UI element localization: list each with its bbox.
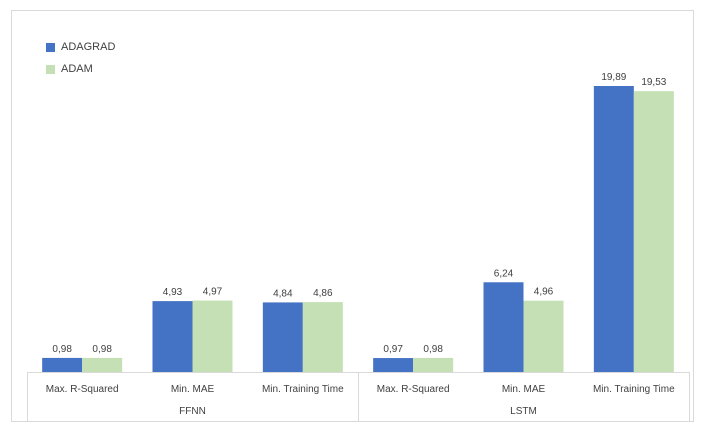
data-label-adam-5: 19,53 — [641, 77, 666, 88]
data-label-adagrad-1: 4,93 — [163, 287, 183, 298]
legend-item-adam: ADAM — [46, 62, 115, 76]
bars-layer: 0,98 0,98 4,93 4,97 4,84 4,86 0,97 0,98 6,24 4,96… — [42, 72, 674, 373]
legend-label-adagrad: ADAGRAD — [61, 41, 116, 53]
bar-adagrad-2 — [262, 302, 303, 372]
chart-border — [11, 10, 694, 422]
legend-swatch-adagrad — [46, 42, 55, 52]
data-label-adagrad-4: 6,24 — [494, 268, 514, 279]
group-label-0: FFNN — [179, 406, 206, 417]
x-tick-label-1: Min. MAE — [171, 384, 215, 395]
bar-adagrad-4 — [483, 282, 524, 372]
legend: ADAGRAD ADAM — [46, 40, 115, 84]
data-label-adam-3: 0,98 — [423, 344, 443, 355]
bar-adagrad-3 — [373, 358, 414, 372]
group-label-1: LSTM — [510, 406, 537, 417]
x-tick-label-2: Min. Training Time — [262, 384, 344, 395]
x-tick-label-0: Max. R-Squared — [46, 384, 119, 395]
bar-adam-0 — [82, 357, 123, 372]
x-tick-label-5: Min. Training Time — [593, 384, 675, 395]
data-label-adam-0: 0,98 — [92, 344, 112, 355]
legend-item-adagrad: ADAGRAD — [46, 40, 115, 54]
bar-adam-1 — [192, 300, 233, 372]
bar-adagrad-1 — [152, 301, 193, 372]
data-label-adam-4: 4,96 — [534, 287, 554, 298]
axis-layer: Max. R-Squared Min. MAE Min. Training Time… — [27, 372, 690, 421]
bar-adam-2 — [302, 302, 343, 372]
bar-adam-5 — [633, 91, 674, 373]
data-label-adagrad-2: 4,84 — [273, 288, 293, 299]
bar-adagrad-5 — [593, 86, 634, 372]
data-label-adam-1: 4,97 — [203, 287, 223, 298]
data-label-adagrad-0: 0,98 — [52, 344, 72, 355]
x-tick-label-3: Max. R-Squared — [377, 384, 450, 395]
x-tick-label-4: Min. MAE — [502, 384, 546, 395]
bar-adam-3 — [413, 357, 454, 372]
data-label-adam-2: 4,86 — [313, 288, 333, 299]
bar-adam-4 — [523, 300, 564, 372]
data-label-adagrad-5: 19,89 — [601, 72, 626, 83]
bar-adagrad-0 — [42, 357, 83, 372]
legend-label-adam: ADAM — [61, 63, 93, 75]
legend-swatch-adam — [46, 64, 55, 74]
data-label-adagrad-3: 0,97 — [383, 344, 403, 355]
